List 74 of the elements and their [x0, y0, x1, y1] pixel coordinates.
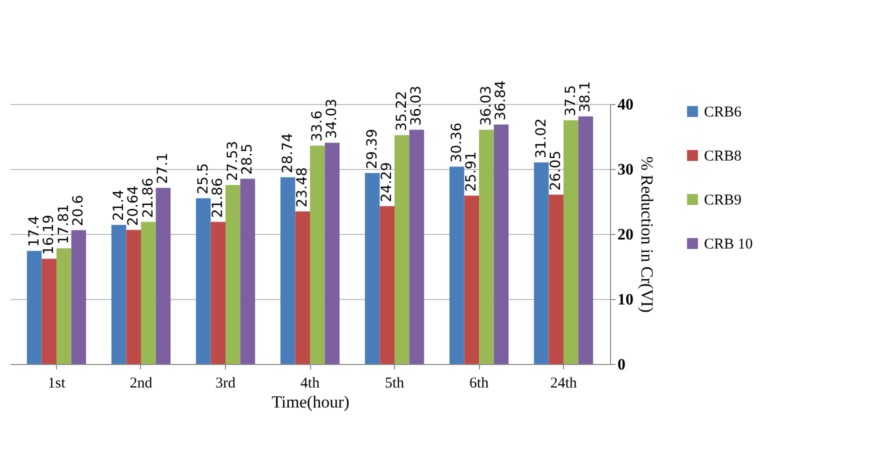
x-axis-title: Time(hour) [272, 392, 350, 412]
data-label: 17.81 [56, 204, 72, 244]
data-label: 28.5 [240, 144, 256, 175]
bar [56, 248, 72, 364]
data-label: 17.4 [26, 216, 42, 247]
legend-label: CRB8 [704, 148, 742, 164]
data-label: 27.53 [224, 140, 241, 182]
bar [364, 172, 380, 364]
data-label: 23.48 [294, 167, 311, 208]
data-label: 29.39 [364, 128, 380, 169]
bar [26, 250, 42, 364]
x-tick-label: 3rd [215, 376, 236, 392]
bar [42, 258, 56, 364]
bar [324, 142, 340, 364]
bar [295, 211, 310, 364]
x-tick-label: 5th [384, 376, 405, 392]
data-label: 20.64 [126, 186, 142, 226]
x-tick-label: 6th [469, 376, 490, 392]
bar [494, 124, 509, 364]
bar [564, 120, 578, 364]
data-label: 26.05 [548, 150, 564, 191]
bar [409, 130, 424, 364]
bar [140, 222, 156, 364]
data-label: 34.03 [324, 98, 340, 139]
data-label: 20.6 [70, 194, 87, 226]
x-tick-label: 4th [300, 376, 320, 392]
bar [534, 162, 549, 364]
x-tick-label: 2nd [130, 376, 153, 392]
y-axis-title: % Reduction in Cr(VI) [638, 156, 656, 313]
data-label: 21.4 [110, 190, 127, 221]
bar [548, 194, 564, 364]
y-tick-label: 0 [618, 356, 626, 374]
y-tick-label: 10 [618, 292, 634, 308]
legend-label: CRB 10 [704, 236, 753, 252]
data-label: 25.91 [464, 151, 480, 192]
bar [479, 130, 494, 364]
bar [240, 178, 256, 364]
y-tick-label: 20 [618, 226, 634, 244]
bar [225, 185, 240, 364]
data-label: 37.5 [562, 85, 579, 116]
bar [126, 230, 141, 364]
data-label: 33.6 [309, 110, 326, 142]
x-tick-label: 24th [550, 376, 578, 392]
bar [280, 177, 296, 364]
bar [464, 196, 480, 364]
data-label: 21.86 [210, 178, 226, 218]
bar [210, 222, 226, 364]
data-label: 35.22 [394, 90, 410, 132]
y-tick-label: 30 [618, 162, 634, 178]
data-label: 21.86 [140, 178, 156, 218]
legend-label: CRB6 [704, 104, 742, 120]
y-tick-label: 40 [618, 96, 634, 114]
data-label: 36.03 [478, 86, 494, 126]
data-label: 25.5 [195, 163, 212, 194]
data-label: 30.36 [448, 122, 465, 163]
data-label: 28.74 [280, 133, 296, 174]
data-label: 36.84 [493, 80, 510, 121]
legend-label: CRB9 [704, 192, 742, 208]
bar [578, 116, 594, 364]
data-label: 24.29 [379, 162, 396, 202]
bar [196, 198, 211, 364]
data-label: 31.02 [533, 118, 550, 158]
data-label: 36.03 [408, 86, 425, 126]
bar [111, 224, 126, 364]
bar [394, 135, 410, 364]
data-label: 27.1 [155, 152, 172, 184]
bar [156, 188, 171, 364]
data-label: 16.19 [41, 214, 58, 255]
bar [310, 146, 325, 364]
data-label: 38.1 [578, 81, 594, 112]
bar [380, 206, 395, 364]
bar [71, 230, 86, 364]
bar [449, 166, 464, 364]
x-tick-label: 1st [48, 376, 66, 392]
